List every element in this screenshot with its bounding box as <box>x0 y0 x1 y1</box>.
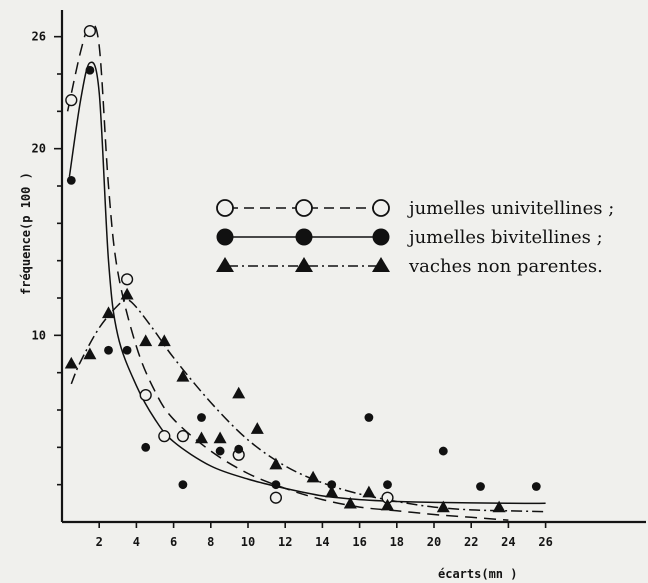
x-tick-label-18: 18 <box>390 535 404 549</box>
point-bivitellines-13 <box>383 480 392 490</box>
x-tick-label-6: 6 <box>170 535 177 549</box>
point-bivitellines-4 <box>122 345 132 355</box>
point-vaches-9 <box>213 431 227 444</box>
x-tick-label-2: 2 <box>96 535 103 549</box>
point-vaches-14 <box>325 485 339 498</box>
legend-marker-vaches-2 <box>295 257 313 272</box>
point-vaches-3 <box>102 306 115 319</box>
point-bivitellines-7 <box>197 413 206 422</box>
x-tick-label-12: 12 <box>278 535 292 549</box>
point-vaches-2 <box>83 347 97 360</box>
point-vaches-11 <box>250 422 264 434</box>
x-tick-label-22: 22 <box>464 535 478 549</box>
x-tick-label-24: 24 <box>501 535 515 549</box>
point-vaches-12 <box>269 457 283 470</box>
legend-label-bivitellines: jumelles bivitellines ; <box>407 227 603 248</box>
fitted-curve-vaches <box>70 299 546 513</box>
axes <box>60 10 646 524</box>
point-vaches-16 <box>362 485 376 498</box>
x-tick-label-20: 20 <box>427 535 441 549</box>
fitted-curve-bivitellines <box>68 61 546 505</box>
point-vaches-8 <box>195 431 208 444</box>
point-bivitellines-1 <box>66 176 76 185</box>
point-bivitellines-11 <box>327 480 337 490</box>
point-bivitellines-9 <box>234 444 244 454</box>
x-tick-label-10: 10 <box>241 535 255 549</box>
point-vaches-19 <box>492 500 506 513</box>
y-tick-label-26: 26 <box>32 30 46 44</box>
legend-label-univitellines: jumelles univitellines ; <box>407 198 614 219</box>
y-tick-label-10: 10 <box>32 328 46 342</box>
point-vaches-1 <box>64 356 78 369</box>
legend-marker-univitellines-2 <box>295 199 313 217</box>
legend-marker-univitellines-1 <box>216 199 234 217</box>
legend-marker-univitellines-3 <box>372 199 390 217</box>
fitted-curve-univitellines <box>66 23 509 521</box>
x-tick-label-16: 16 <box>352 535 366 549</box>
point-univitellines-5 <box>158 430 171 443</box>
legend-row-vaches: vaches non parentes. <box>216 256 603 277</box>
legend-marker-bivitellines-2 <box>295 228 313 246</box>
legend-marker-vaches-1 <box>216 257 234 272</box>
point-bivitellines-15 <box>476 482 485 491</box>
legend-marker-bivitellines-1 <box>216 228 234 246</box>
point-bivitellines-2 <box>85 65 95 75</box>
data-points-layer <box>64 24 541 513</box>
point-bivitellines-3 <box>104 345 113 355</box>
point-bivitellines-5 <box>141 442 151 452</box>
legend-row-bivitellines: jumelles bivitellines ; <box>216 227 603 248</box>
legend: jumelles univitellines ; jumelles bivite… <box>216 198 614 277</box>
point-univitellines-3 <box>120 273 134 286</box>
point-univitellines-1 <box>65 94 78 107</box>
legend-marker-bivitellines-3 <box>372 228 390 246</box>
point-bivitellines-6 <box>178 480 188 490</box>
point-vaches-10 <box>232 386 246 399</box>
point-vaches-17 <box>381 498 394 511</box>
point-vaches-5 <box>139 334 153 347</box>
x-tick-label-14: 14 <box>315 535 329 549</box>
x-tick-label-26: 26 <box>538 535 552 549</box>
point-bivitellines-10 <box>271 480 281 490</box>
point-bivitellines-8 <box>215 446 225 456</box>
point-bivitellines-14 <box>438 446 448 456</box>
point-univitellines-8 <box>269 491 283 504</box>
legend-label-vaches: vaches non parentes. <box>408 256 603 277</box>
point-vaches-7 <box>176 369 190 382</box>
point-vaches-4 <box>120 287 134 300</box>
point-univitellines-6 <box>176 430 190 443</box>
y-tick-label-20: 20 <box>32 142 46 156</box>
x-axis-label: écarts(mn ) <box>438 567 517 581</box>
legend-row-univitellines: jumelles univitellines ; <box>216 198 614 219</box>
x-tick-label-4: 4 <box>133 535 140 549</box>
point-vaches-6 <box>157 334 171 347</box>
point-univitellines-2 <box>83 24 97 38</box>
y-axis-label: fréquence(p 100 ) <box>19 172 33 295</box>
fitted-curves-layer <box>66 23 546 521</box>
x-tick-label-8: 8 <box>207 535 214 549</box>
point-vaches-13 <box>306 470 320 483</box>
point-vaches-18 <box>436 500 450 513</box>
legend-marker-vaches-3 <box>372 257 390 272</box>
point-bivitellines-16 <box>531 482 541 491</box>
point-univitellines-4 <box>139 388 152 402</box>
point-vaches-15 <box>343 496 357 509</box>
point-bivitellines-12 <box>364 413 374 422</box>
